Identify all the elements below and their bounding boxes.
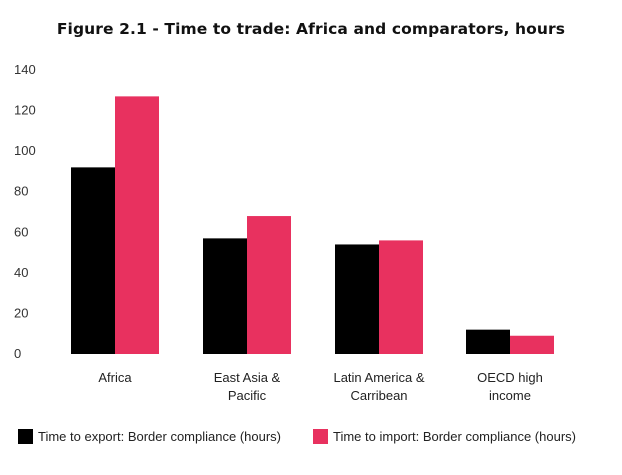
legend-label-import: Time to import: Border compliance (hours… xyxy=(333,429,576,444)
x-category-label: Africa xyxy=(98,370,132,385)
x-category-label: Pacific xyxy=(228,388,267,403)
bar-export-2 xyxy=(335,244,379,354)
y-tick-label: 120 xyxy=(14,103,36,118)
legend-swatch-export xyxy=(18,429,33,444)
y-tick-label: 80 xyxy=(14,184,28,199)
bar-import-2 xyxy=(379,240,423,354)
y-tick-label: 100 xyxy=(14,143,36,158)
legend-item-export: Time to export: Border compliance (hours… xyxy=(18,429,281,444)
bar-import-1 xyxy=(247,216,291,354)
bar-chart: 0 20 40 60 80 100 120 140 Africa East Asia & Pacif… xyxy=(14,62,554,403)
y-tick-label: 140 xyxy=(14,62,36,77)
bar-export-3 xyxy=(466,329,510,354)
bar-import-0 xyxy=(115,96,159,354)
y-tick-label: 0 xyxy=(14,346,21,361)
legend-swatch-import xyxy=(313,429,328,444)
y-tick-label: 20 xyxy=(14,305,28,320)
x-category-label: Carribean xyxy=(350,388,407,403)
y-tick-label: 60 xyxy=(14,224,28,239)
x-category-label: Latin America & xyxy=(333,370,424,385)
bar-export-1 xyxy=(203,238,247,354)
legend-label-export: Time to export: Border compliance (hours… xyxy=(38,429,282,444)
x-category-label: OECD high xyxy=(477,370,543,385)
x-category-label: income xyxy=(489,388,531,403)
chart-title: Figure 2.1 - Time to trade: Africa and c… xyxy=(56,20,566,38)
bar-import-3 xyxy=(510,335,554,354)
bar-export-0 xyxy=(71,167,115,354)
y-tick-label: 40 xyxy=(14,265,28,280)
x-category-label: East Asia & xyxy=(214,370,281,385)
legend-item-import: Time to import: Border compliance (hours… xyxy=(313,429,576,444)
